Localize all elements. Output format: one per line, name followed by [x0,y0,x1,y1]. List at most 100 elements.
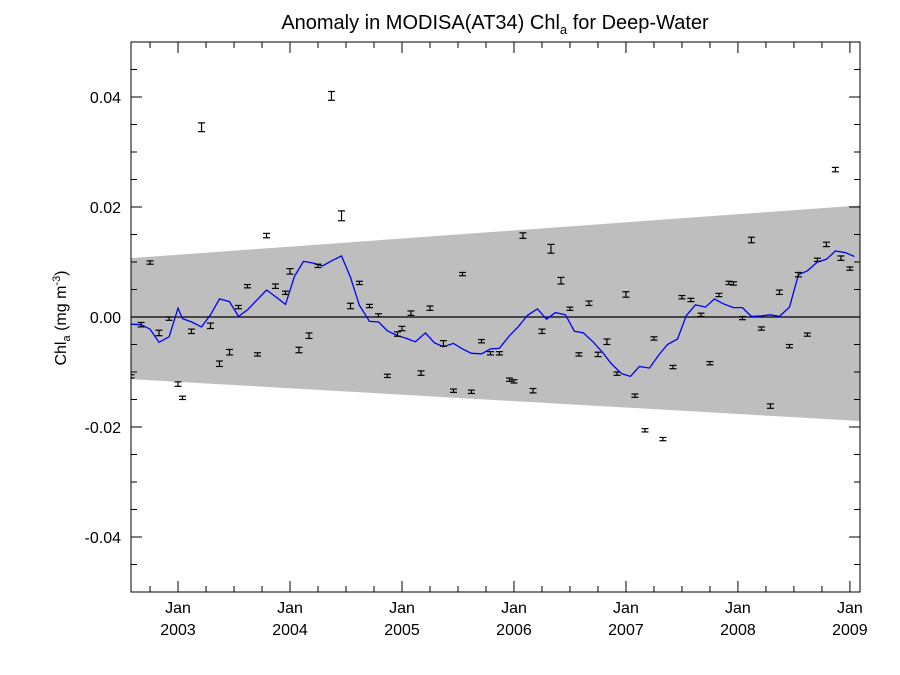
data-point [179,395,187,401]
x-tick-year-label: 2009 [832,622,868,639]
y-tick-label: -0.02 [85,420,122,437]
data-point [174,381,182,387]
data-point [374,313,382,318]
data-point [757,326,765,331]
data-point [622,291,630,298]
y-axis-label: Chla (mg m-3) [51,270,73,365]
data-point [594,351,602,358]
data-point [417,370,425,376]
data-point [243,283,251,289]
data-point [226,348,234,356]
chart-title: Anomaly in MODISA(AT34) Chla for Deep-Wa… [281,12,709,37]
data-point [837,255,845,261]
x-tick-month-label: Jan [165,600,191,617]
data-point [505,377,513,382]
y-tick-label: 0.00 [90,310,121,327]
data-point [775,289,783,296]
y-tick-label: 0.04 [90,90,121,107]
data-point [813,257,821,263]
axes: -0.04 -0.02 0.00 0.02 0.04 Jan 2003 Jan 2004 Jan 2… [85,41,868,639]
data-point [467,389,475,395]
data-point [641,428,649,433]
y-tick-label: 0.02 [90,200,121,217]
data-point [282,290,290,296]
data-point [575,352,583,357]
data-point [669,364,677,370]
data-point [538,328,546,335]
x-tick-year-label: 2003 [160,622,196,639]
data-point [338,210,346,222]
data-point [846,266,854,271]
data-point [785,343,793,349]
data-point [803,332,811,337]
data-point [394,331,402,337]
data-point [383,373,391,379]
data-point [706,360,714,366]
data-point [215,360,223,368]
uncertainty-band [131,205,860,421]
data-point [327,90,335,101]
x-tick-month-label: Jan [277,600,303,617]
data-point [486,351,494,356]
data-point [566,306,574,311]
data-point [146,260,154,265]
data-point [495,351,503,356]
data-point [478,338,486,344]
x-tick-month-label: Jan [501,600,527,617]
data-point [678,294,686,300]
data-point [450,388,458,393]
data-point [137,321,145,328]
data-point [794,271,802,278]
data-point [547,243,555,254]
x-tick-month-label: Jan [613,600,639,617]
data-point [366,303,374,309]
data-point [747,236,755,244]
data-point [314,263,322,269]
data-point [650,336,658,341]
data-point [529,387,537,394]
plot-area [131,90,860,442]
x-tick-month-label: Jan [725,600,751,617]
data-point [165,316,173,321]
data-point [631,393,639,398]
data-point [305,332,313,340]
x-tick-year-label: 2005 [384,622,420,639]
data-point [235,304,243,310]
data-point [603,338,611,346]
data-point [286,268,294,275]
data-point [715,292,723,298]
data-point [155,329,163,337]
data-point [254,352,262,357]
data-point [346,302,354,310]
data-point [187,328,195,335]
data-point [207,322,215,330]
data-point [407,310,415,316]
data-point [659,436,667,442]
x-tick-month-label: Jan [389,600,415,617]
y-tick-label: -0.04 [85,530,122,547]
data-point [398,325,406,332]
x-tick-month-label: Jan [837,600,863,617]
data-point [822,241,830,248]
x-tick-year-label: 2006 [496,622,532,639]
data-point [519,232,527,239]
data-point [557,276,565,285]
data-point [613,371,621,376]
data-point [355,280,363,286]
data-point [697,312,705,318]
data-point [198,122,206,133]
data-point [295,346,303,354]
data-point [510,379,518,384]
x-tick-year-label: 2007 [608,622,644,639]
data-point [458,271,466,277]
data-point [271,283,279,289]
smoothed-anomaly-line [131,250,855,378]
data-point [766,403,774,409]
data-point [439,340,447,347]
x-tick-year-label: 2004 [272,622,308,639]
data-point [687,297,695,303]
data-point [729,281,737,286]
data-point [738,315,746,321]
data-point [831,166,839,173]
